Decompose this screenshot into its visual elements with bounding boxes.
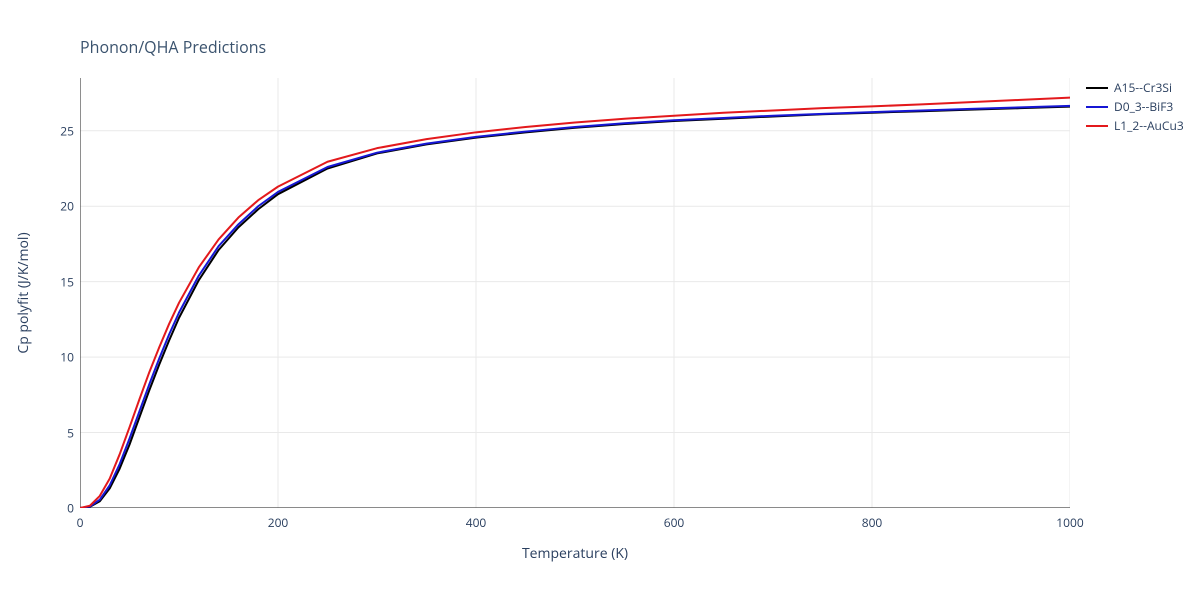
y-tick-label: 5 xyxy=(44,424,74,441)
x-tick-label: 400 xyxy=(466,514,487,531)
chart-title: Phonon/QHA Predictions xyxy=(80,36,266,58)
legend-item-1[interactable]: D0_3--BiF3 xyxy=(1086,97,1184,116)
legend-item-0[interactable]: A15--Cr3Si xyxy=(1086,78,1184,97)
legend-label: A15--Cr3Si xyxy=(1114,79,1172,96)
y-tick-label: 20 xyxy=(44,198,74,215)
legend-swatch xyxy=(1086,87,1108,89)
x-tick-label: 0 xyxy=(77,514,84,531)
x-tick-label: 800 xyxy=(862,514,883,531)
legend-label: L1_2--AuCu3 xyxy=(1114,117,1184,134)
y-tick-label: 25 xyxy=(44,122,74,139)
x-tick-label: 1000 xyxy=(1056,514,1083,531)
legend-swatch xyxy=(1086,106,1108,108)
y-tick-label: 10 xyxy=(44,349,74,366)
chart-plot-area xyxy=(80,78,1070,508)
y-axis-label: Cp polyfit (J/K/mol) xyxy=(14,78,34,508)
legend-swatch xyxy=(1086,125,1108,127)
x-tick-label: 200 xyxy=(268,514,289,531)
legend-item-2[interactable]: L1_2--AuCu3 xyxy=(1086,116,1184,135)
series-line-2 xyxy=(80,98,1070,508)
legend-label: D0_3--BiF3 xyxy=(1114,98,1173,115)
y-tick-label: 15 xyxy=(44,273,74,290)
y-tick-label: 0 xyxy=(44,500,74,517)
x-axis-label: Temperature (K) xyxy=(80,544,1070,563)
legend: A15--Cr3Si D0_3--BiF3 L1_2--AuCu3 xyxy=(1086,78,1184,135)
series-line-1 xyxy=(80,106,1070,508)
series-line-0 xyxy=(80,107,1070,508)
x-tick-label: 600 xyxy=(664,514,685,531)
